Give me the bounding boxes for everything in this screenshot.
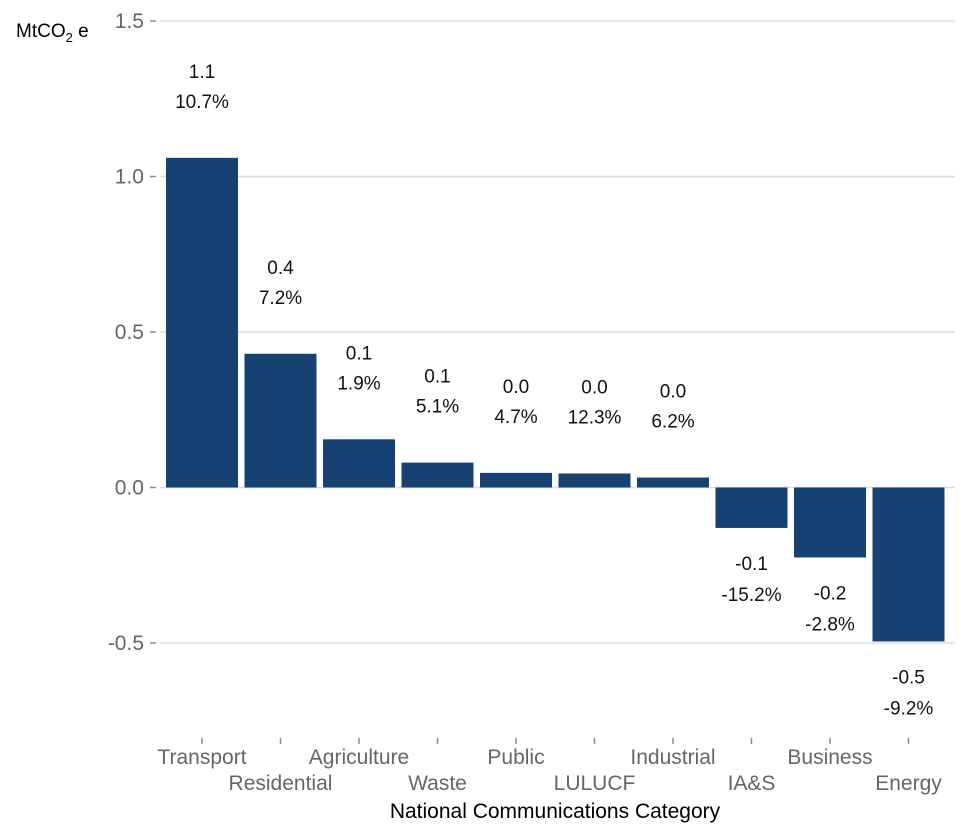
value-label-6: 0.0 [660, 382, 686, 403]
value-label-5: 0.0 [581, 378, 607, 399]
percent-label-5: 12.3% [568, 408, 622, 429]
value-label-3: 0.1 [424, 367, 450, 388]
bar-5 [558, 473, 631, 488]
value-label-8: -0.2 [814, 583, 847, 604]
x-tick-label-7: IA&S [728, 772, 776, 795]
x-tick-label-8: Business [787, 746, 872, 769]
value-label-2: 0.1 [346, 343, 372, 364]
value-label-0: 1.1 [189, 62, 215, 83]
bar-4 [480, 472, 552, 488]
y-axis-ticks: -0.5 0.0 0.5 1.0 1.5 [108, 10, 156, 655]
x-tick-label-3: Waste [408, 772, 467, 795]
x-tick-label-6: Industrial [630, 746, 715, 769]
bar-2 [323, 439, 395, 488]
y-tick-label-3: 1.0 [115, 166, 144, 189]
bar-1 [244, 353, 317, 488]
y-axis-title: MtCO2 e [16, 21, 89, 45]
bar-9 [872, 487, 945, 642]
percent-label-6: 6.2% [651, 412, 694, 433]
bar-6 [637, 477, 709, 488]
x-tick-label-2: Agriculture [309, 746, 409, 769]
percent-label-8: -2.8% [805, 614, 855, 635]
bar-0 [166, 157, 238, 488]
x-axis-ticks: Transport Residential Agriculture Waste Publ… [157, 738, 942, 795]
percent-label-2: 1.9% [337, 373, 380, 394]
bar-8 [794, 487, 866, 558]
percent-label-1: 7.2% [259, 288, 302, 309]
y-tick-label-2: 0.5 [115, 321, 144, 344]
value-label-4: 0.0 [503, 377, 529, 398]
percent-label-0: 10.7% [175, 92, 229, 113]
y-axis-title-suffix: e [73, 21, 89, 42]
x-tick-label-1: Residential [229, 772, 333, 795]
y-tick-label-4: 1.5 [115, 10, 144, 33]
x-axis-title: National Communications Category [390, 800, 721, 823]
y-tick-label-0: -0.5 [108, 632, 144, 655]
bar-7 [715, 487, 788, 528]
value-label-7: -0.1 [735, 554, 768, 575]
percent-label-3: 5.1% [416, 397, 459, 418]
value-label-9: -0.5 [892, 667, 925, 688]
bar-3 [401, 462, 474, 488]
value-label-1: 0.4 [267, 258, 294, 279]
y-tick-label-1: 0.0 [115, 477, 144, 500]
y-axis-title-subscript: 2 [66, 30, 73, 45]
x-tick-label-5: LULUCF [554, 772, 636, 795]
x-tick-label-4: Public [487, 746, 544, 769]
percent-label-7: -15.2% [721, 585, 781, 606]
percent-label-9: -9.2% [884, 698, 934, 719]
bars [166, 157, 945, 642]
data-labels: 1.1 10.7% 0.4 7.2% 0.1 1.9% 0.1 5.1% 0.0 4.7% 0.0 1… [175, 62, 933, 720]
x-tick-label-9: Energy [875, 772, 942, 795]
percent-label-4: 4.7% [494, 407, 537, 428]
x-tick-label-0: Transport [157, 746, 246, 769]
